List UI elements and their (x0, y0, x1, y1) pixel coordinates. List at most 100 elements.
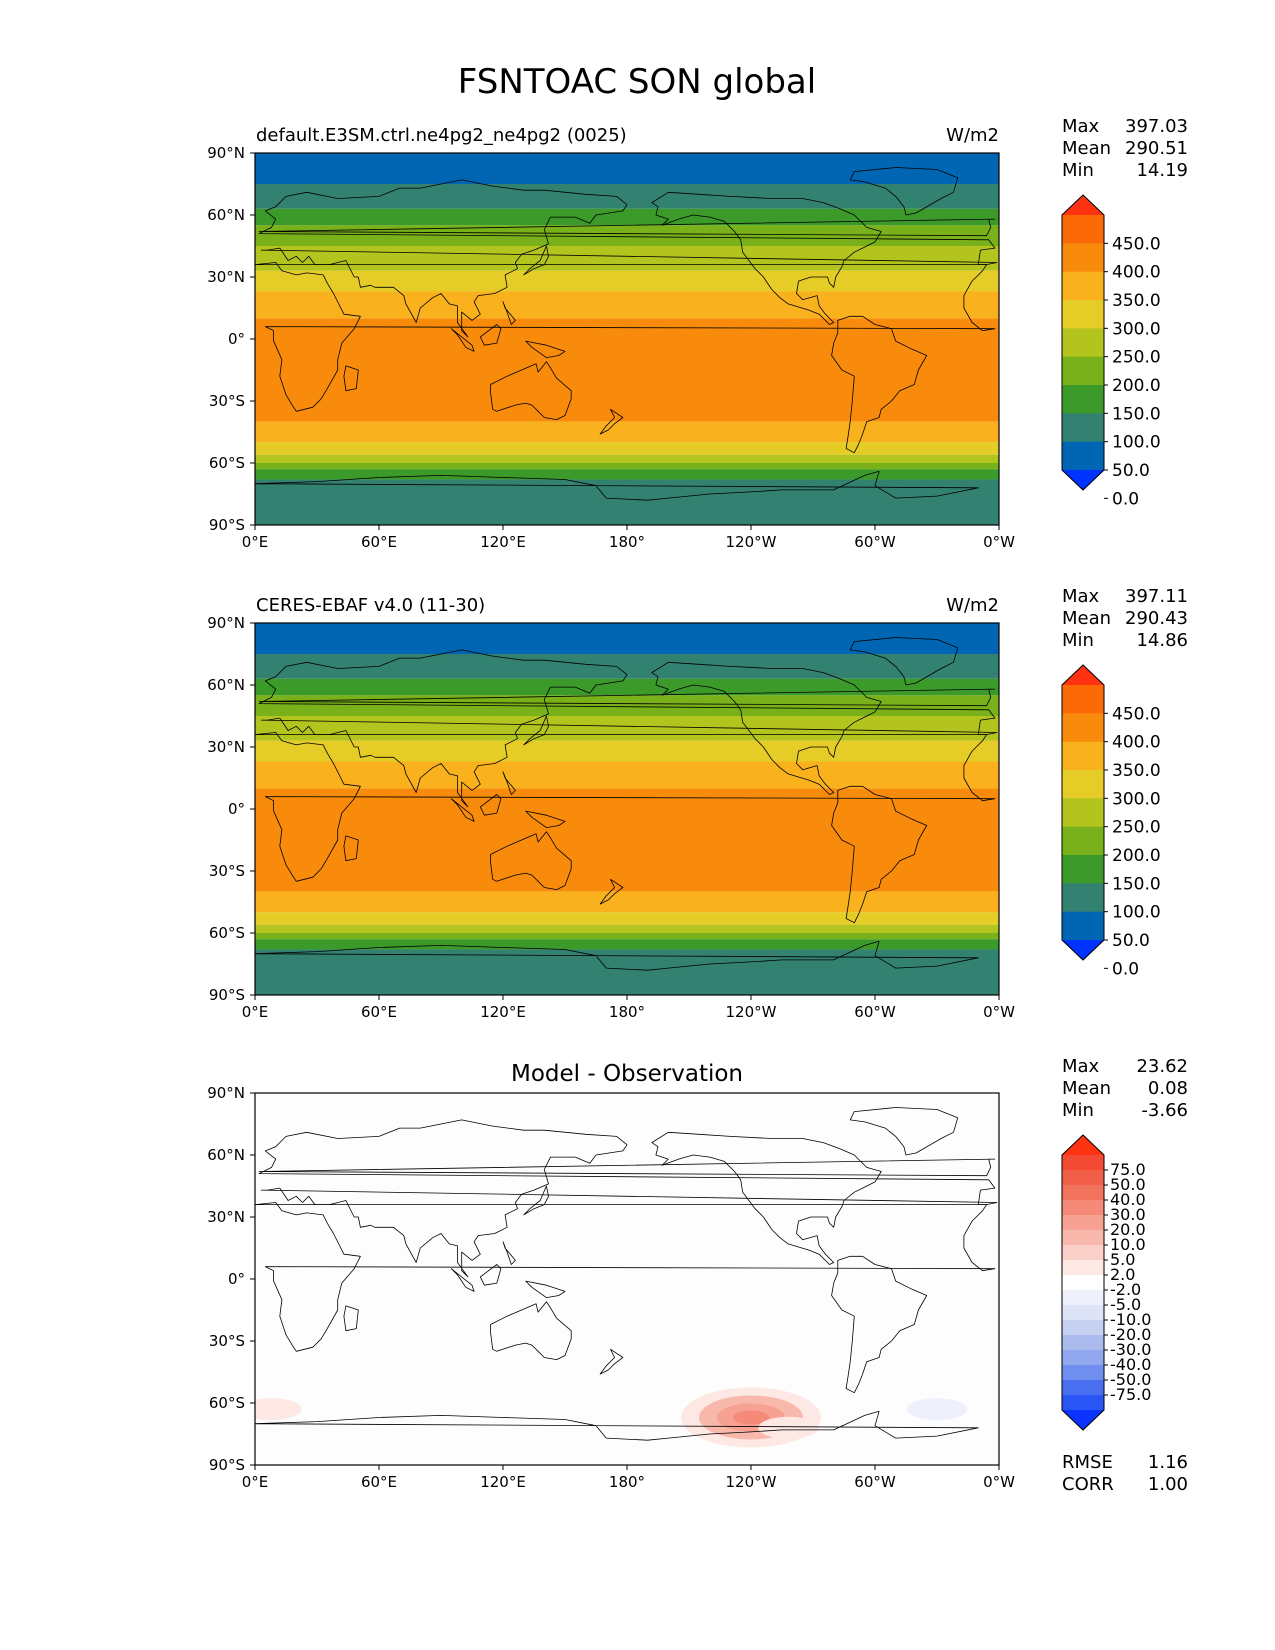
colorbar-bin (1062, 1170, 1104, 1186)
colorbar-bin (1062, 1200, 1104, 1216)
stat-value: -3.66 (1141, 1100, 1188, 1121)
colorbar-bin (1062, 328, 1104, 358)
units-label: W/m2 (946, 595, 999, 616)
colorbar: 450.0 400.0 350.0 300.0 250.0 200.0 150.0 100.0… (1061, 664, 1161, 979)
colorbar-bin (1062, 1335, 1104, 1351)
lat-tick-label: 90°S (209, 986, 245, 1004)
coastline (849, 1107, 959, 1156)
colorbar-bin (1062, 1320, 1104, 1336)
colorbar-label: 150.0 (1112, 404, 1161, 424)
contour-band (255, 761, 999, 789)
colorbar-label: 50.0 (1110, 1175, 1146, 1194)
colorbar-extend-min (1062, 940, 1104, 960)
coastline (599, 1348, 624, 1375)
lon-tick-label: 180° (609, 533, 645, 551)
colorbar-label: 300.0 (1112, 789, 1161, 809)
lon-tick-label: 0°E (242, 1473, 269, 1491)
lon-tick-label: 0°W (983, 1473, 1015, 1491)
stat-value: 1.00 (1148, 1474, 1188, 1495)
coastline (258, 179, 998, 338)
panel-title: Model - Observation (511, 1061, 743, 1087)
stat-value: 397.11 (1125, 586, 1188, 607)
colorbar-label: 400.0 (1112, 733, 1161, 753)
colorbar: 75.050.040.030.020.010.05.02.0-2.0-5.0-1… (1061, 1134, 1151, 1431)
contour-band (255, 454, 999, 463)
colorbar-label: -2.0 (1110, 1280, 1141, 1299)
lon-tick-label: 0°E (242, 533, 269, 551)
coastline (599, 408, 624, 435)
contour-band (255, 246, 999, 271)
coastline (450, 798, 475, 822)
colorbar-bin (1062, 1290, 1104, 1306)
lat-tick-label: 60°S (209, 924, 245, 942)
colorbar-bin (1062, 1305, 1104, 1321)
contour-band (255, 291, 999, 319)
colorbar-bin (1062, 1230, 1104, 1246)
coastline (523, 715, 549, 746)
colorbar-label: 40.0 (1110, 1190, 1146, 1209)
colorbar-label: 450.0 (1112, 704, 1161, 724)
coastline (502, 1241, 516, 1265)
colorbar-label: 200.0 (1112, 846, 1161, 866)
colorbar-label: 75.0 (1110, 1160, 1146, 1179)
panel-title: CERES-EBAF v4.0 (11-30) (256, 595, 485, 616)
colorbar-label: 50.0 (1112, 931, 1150, 951)
lon-tick-label: 60°W (854, 533, 896, 551)
map-field (255, 1093, 999, 1465)
stat-label: CORR (1062, 1474, 1114, 1495)
coastline (343, 835, 359, 862)
contour-band (255, 442, 999, 455)
colorbar-label: 450.0 (1112, 234, 1161, 254)
colorbar-label: 250.0 (1112, 348, 1161, 368)
colorbar-bin (1062, 713, 1104, 743)
stat-label: Max (1062, 116, 1100, 137)
anomaly-contour (733, 1410, 769, 1425)
lat-tick-label: 60°S (209, 454, 245, 472)
colorbar-label: 50.0 (1112, 461, 1150, 481)
lon-tick-label: 0°W (983, 533, 1015, 551)
colorbar-bin (1062, 1215, 1104, 1231)
contour-band (255, 740, 999, 762)
coastline (258, 649, 998, 808)
colorbar-label: 350.0 (1112, 291, 1161, 311)
coastline (258, 1119, 998, 1278)
coastline (450, 328, 475, 352)
colorbar-bin (1062, 300, 1104, 329)
stat-label: Mean (1062, 1078, 1111, 1099)
colorbar-label: 2.0 (1110, 1265, 1135, 1284)
stat-value: 290.43 (1125, 608, 1188, 629)
colorbar-bin (1062, 441, 1104, 471)
colorbar-label: -10.0 (1110, 1310, 1151, 1329)
coastline (523, 245, 549, 276)
contour-band (255, 225, 999, 246)
colorbar-label: 150.0 (1112, 874, 1161, 894)
coastline (479, 794, 502, 816)
coastline (849, 637, 959, 686)
colorbar-label: 0.0 (1112, 959, 1139, 979)
lat-tick-label: 90°N (207, 144, 245, 162)
colorbar-label: -40.0 (1110, 1355, 1151, 1374)
colorbar-bin (1062, 1245, 1104, 1261)
anomaly-contour (907, 1398, 967, 1421)
lat-tick-label: 30°S (209, 1332, 245, 1350)
coastline (831, 315, 928, 454)
coastline (502, 771, 516, 795)
map-panel-difference: 90°N 60°N 30°N 0° 30°S 60°S 90°S0°E 60°E 120°E 18… (207, 1056, 1188, 1495)
coastline (490, 831, 572, 890)
contour-band (255, 463, 999, 470)
coastline (450, 1268, 475, 1292)
colorbar-bin (1062, 798, 1104, 828)
coastlines (255, 167, 998, 525)
coastline (343, 365, 359, 392)
colorbar-bin (1062, 1185, 1104, 1201)
lon-tick-label: 60°E (361, 1473, 397, 1491)
lon-tick-label: 120°W (726, 1473, 777, 1491)
lat-tick-label: 30°S (209, 862, 245, 880)
coastline (258, 1158, 996, 1177)
coastlines (255, 1107, 998, 1465)
coastline (255, 1202, 996, 1352)
colorbar-bin (1062, 1380, 1104, 1396)
colorbar: 450.0 400.0 350.0 300.0 250.0 200.0 150.0 100.0… (1061, 194, 1161, 509)
coastline (258, 218, 996, 237)
